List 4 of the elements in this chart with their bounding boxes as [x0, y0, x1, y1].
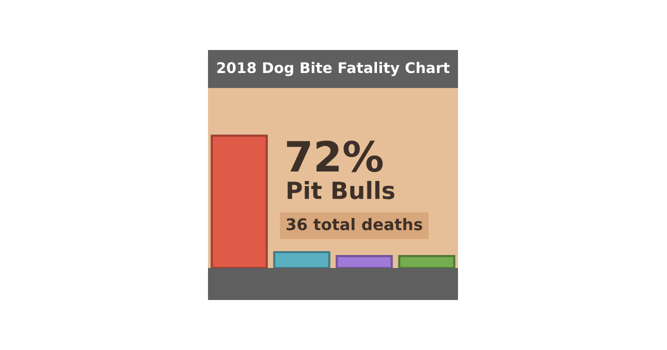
chart-title: 2018 Dog Bite Fatality Chart: [217, 62, 450, 76]
annotation: 72%: [287, 140, 383, 172]
annotation: 36 total deaths: [286, 218, 422, 230]
annotation: Pit Bulls: [288, 180, 394, 200]
